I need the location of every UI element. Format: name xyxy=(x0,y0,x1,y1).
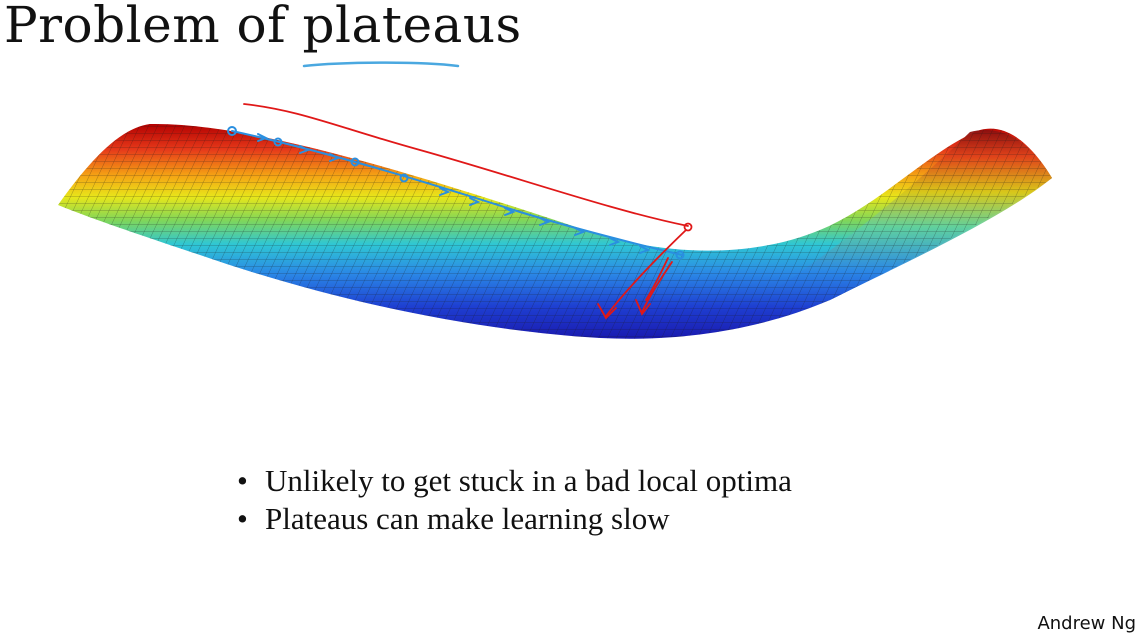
bullet-text: Unlikely to get stuck in a bad local opt… xyxy=(265,463,792,498)
red-arrow-annotation xyxy=(243,103,693,320)
bullet-item: • Plateaus can make learning slow xyxy=(237,500,792,538)
bullet-marker: • xyxy=(237,463,248,498)
title-underline-annotation xyxy=(302,61,460,68)
bullet-list: • Unlikely to get stuck in a bad local op… xyxy=(237,462,792,538)
slide-title: Problem of plateaus xyxy=(4,0,522,54)
bullet-item: • Unlikely to get stuck in a bad local op… xyxy=(237,462,792,500)
author-credit: Andrew Ng xyxy=(1037,613,1136,634)
descent-path-annotation xyxy=(227,126,685,260)
bullet-marker: • xyxy=(237,501,248,536)
bullet-text: Plateaus can make learning slow xyxy=(265,501,670,536)
plateau-surface-plot xyxy=(58,103,1052,339)
